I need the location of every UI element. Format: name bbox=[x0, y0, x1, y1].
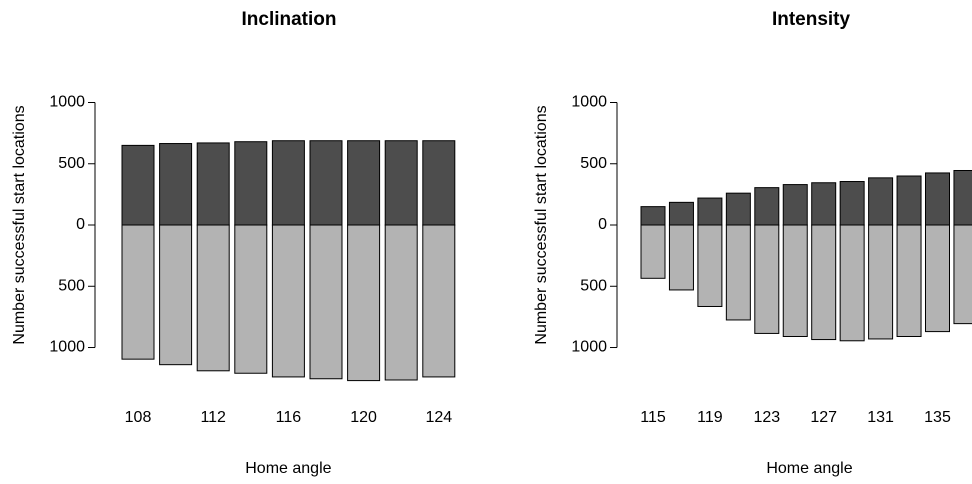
bar bbox=[782, 184, 808, 226]
bar bbox=[839, 224, 865, 342]
bar bbox=[196, 142, 230, 226]
bar bbox=[309, 140, 343, 226]
bar bbox=[925, 224, 950, 333]
y-tick-label: 0 bbox=[76, 216, 85, 233]
x-tick-label: 119 bbox=[697, 409, 723, 426]
bar bbox=[754, 224, 780, 334]
bar bbox=[668, 224, 694, 291]
x-tick-label: 123 bbox=[753, 409, 780, 426]
x-axis-title: Home angle bbox=[245, 460, 331, 477]
bar bbox=[271, 224, 305, 378]
y-tick-label: 1000 bbox=[49, 339, 85, 356]
bar bbox=[347, 224, 381, 382]
bar bbox=[782, 224, 808, 337]
x-tick-label: 135 bbox=[924, 409, 951, 426]
bar bbox=[725, 224, 751, 321]
bar bbox=[754, 187, 780, 226]
bar bbox=[725, 192, 751, 226]
chart-title: Inclination bbox=[242, 9, 337, 30]
bar bbox=[953, 224, 972, 325]
bar bbox=[868, 224, 894, 340]
y-tick-label: 500 bbox=[58, 155, 85, 172]
x-tick-label: 124 bbox=[425, 409, 452, 426]
y-tick-label: 1000 bbox=[571, 339, 607, 356]
x-tick-label: 112 bbox=[200, 409, 226, 426]
x-tick-label: 108 bbox=[125, 409, 152, 426]
bar bbox=[384, 224, 418, 381]
bar bbox=[422, 140, 456, 226]
bar bbox=[347, 140, 381, 226]
bar bbox=[697, 224, 723, 307]
bar bbox=[196, 224, 230, 372]
bar bbox=[839, 181, 865, 226]
panel: Inclination Number successful start locat… bbox=[11, 9, 456, 477]
bar bbox=[422, 224, 456, 378]
bar bbox=[811, 182, 837, 226]
chart-title: Intensity bbox=[772, 9, 851, 30]
bar bbox=[234, 141, 268, 226]
bar bbox=[668, 201, 694, 226]
y-tick-label: 500 bbox=[580, 155, 607, 172]
bar bbox=[640, 224, 666, 279]
x-tick-label: 120 bbox=[350, 409, 377, 426]
bar bbox=[159, 143, 193, 226]
bar bbox=[309, 224, 343, 380]
x-tick-label: 127 bbox=[810, 409, 837, 426]
bar bbox=[811, 224, 837, 341]
bar bbox=[896, 175, 922, 226]
x-tick-label: 116 bbox=[276, 409, 302, 426]
bar bbox=[953, 169, 972, 226]
bar bbox=[868, 177, 894, 226]
y-axis-title: Number successful start locations bbox=[533, 105, 550, 344]
y-tick-label: 500 bbox=[58, 277, 85, 294]
bar bbox=[697, 197, 723, 226]
y-axis-title: Number successful start locations bbox=[11, 105, 28, 344]
bar bbox=[121, 224, 155, 360]
bar bbox=[159, 224, 193, 366]
x-tick-label: 131 bbox=[867, 409, 894, 426]
y-tick-label: 1000 bbox=[49, 94, 85, 111]
bar bbox=[896, 224, 922, 337]
y-tick-label: 500 bbox=[580, 277, 607, 294]
bar bbox=[121, 144, 155, 226]
bar bbox=[234, 224, 268, 374]
x-axis-title: Home angle bbox=[766, 460, 852, 477]
panel: Intensity Number successful start locatio… bbox=[533, 9, 972, 477]
y-tick-label: 0 bbox=[598, 216, 607, 233]
bar bbox=[384, 140, 418, 226]
bar bbox=[271, 140, 305, 226]
bar bbox=[640, 206, 666, 226]
bar bbox=[925, 172, 950, 226]
y-tick-label: 1000 bbox=[571, 94, 607, 111]
x-tick-label: 115 bbox=[640, 409, 666, 426]
